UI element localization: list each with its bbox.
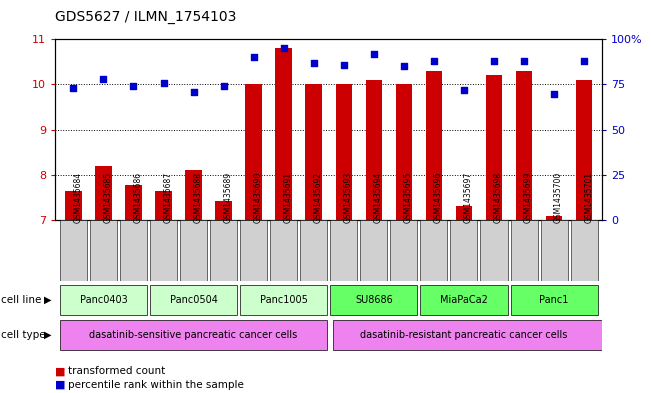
Point — [579, 58, 589, 64]
Point — [339, 61, 349, 68]
Bar — [366, 80, 382, 220]
FancyBboxPatch shape — [480, 220, 508, 281]
Text: GSM1435692: GSM1435692 — [314, 172, 323, 223]
FancyBboxPatch shape — [90, 220, 117, 281]
FancyBboxPatch shape — [330, 285, 417, 315]
FancyBboxPatch shape — [540, 220, 568, 281]
Point — [429, 58, 439, 64]
FancyBboxPatch shape — [450, 220, 477, 281]
FancyBboxPatch shape — [300, 220, 327, 281]
Text: GSM1435685: GSM1435685 — [104, 172, 113, 223]
Bar — [155, 191, 172, 220]
Bar — [486, 75, 503, 220]
Point — [549, 90, 559, 97]
Point — [188, 88, 199, 95]
Text: cell type: cell type — [1, 330, 46, 340]
Text: GDS5627 / ILMN_1754103: GDS5627 / ILMN_1754103 — [55, 10, 237, 24]
Text: ▶: ▶ — [44, 295, 52, 305]
Point — [249, 54, 259, 61]
Bar — [396, 84, 412, 220]
Bar — [335, 84, 352, 220]
FancyBboxPatch shape — [210, 220, 237, 281]
Bar — [576, 80, 592, 220]
Text: GSM1435698: GSM1435698 — [494, 172, 503, 223]
Bar — [245, 84, 262, 220]
FancyBboxPatch shape — [60, 220, 87, 281]
FancyBboxPatch shape — [240, 285, 327, 315]
Point — [218, 83, 229, 90]
Point — [489, 58, 499, 64]
FancyBboxPatch shape — [60, 320, 327, 350]
Text: Panc1005: Panc1005 — [260, 295, 308, 305]
Text: MiaPaCa2: MiaPaCa2 — [440, 295, 488, 305]
Point — [98, 76, 109, 82]
Point — [309, 60, 319, 66]
Point — [68, 85, 79, 91]
Text: GSM1435687: GSM1435687 — [163, 172, 173, 223]
Text: cell line: cell line — [1, 295, 42, 305]
Bar — [186, 171, 202, 220]
Text: GSM1435691: GSM1435691 — [284, 172, 293, 223]
FancyBboxPatch shape — [150, 285, 237, 315]
Bar — [546, 217, 562, 220]
FancyBboxPatch shape — [360, 220, 387, 281]
Text: GSM1435700: GSM1435700 — [554, 172, 563, 223]
Text: GSM1435688: GSM1435688 — [193, 172, 202, 223]
FancyBboxPatch shape — [150, 220, 177, 281]
Text: ■: ■ — [55, 366, 66, 376]
Text: GSM1435690: GSM1435690 — [254, 172, 262, 223]
Text: GSM1435694: GSM1435694 — [374, 172, 383, 223]
Point — [398, 63, 409, 70]
Text: transformed count: transformed count — [68, 366, 165, 376]
FancyBboxPatch shape — [510, 285, 598, 315]
Point — [128, 83, 139, 90]
Text: GSM1435697: GSM1435697 — [464, 172, 473, 223]
Text: SU8686: SU8686 — [355, 295, 393, 305]
FancyBboxPatch shape — [421, 220, 447, 281]
FancyBboxPatch shape — [180, 220, 207, 281]
Text: dasatinib-sensitive pancreatic cancer cells: dasatinib-sensitive pancreatic cancer ce… — [89, 330, 298, 340]
Text: GSM1435699: GSM1435699 — [524, 172, 533, 223]
Bar — [95, 166, 112, 220]
FancyBboxPatch shape — [240, 220, 267, 281]
Text: Panc0403: Panc0403 — [79, 295, 128, 305]
FancyBboxPatch shape — [571, 220, 598, 281]
Point — [519, 58, 529, 64]
Text: percentile rank within the sample: percentile rank within the sample — [68, 380, 244, 390]
FancyBboxPatch shape — [391, 220, 417, 281]
FancyBboxPatch shape — [333, 320, 614, 350]
Text: GSM1435693: GSM1435693 — [344, 172, 353, 223]
Bar — [426, 71, 442, 220]
FancyBboxPatch shape — [60, 285, 147, 315]
Bar — [456, 206, 472, 220]
FancyBboxPatch shape — [421, 285, 508, 315]
Text: GSM1435695: GSM1435695 — [404, 172, 413, 223]
Bar — [215, 201, 232, 220]
FancyBboxPatch shape — [330, 220, 357, 281]
Bar — [516, 71, 533, 220]
Bar — [125, 185, 142, 220]
Text: GSM1435684: GSM1435684 — [74, 172, 83, 223]
Point — [158, 79, 169, 86]
Text: ■: ■ — [55, 380, 66, 390]
Text: GSM1435689: GSM1435689 — [223, 172, 232, 223]
Bar — [305, 84, 322, 220]
Bar — [275, 48, 292, 220]
FancyBboxPatch shape — [270, 220, 298, 281]
Text: Panc0504: Panc0504 — [170, 295, 217, 305]
FancyBboxPatch shape — [510, 220, 538, 281]
Text: GSM1435696: GSM1435696 — [434, 172, 443, 223]
Bar — [65, 191, 81, 220]
Text: GSM1435701: GSM1435701 — [584, 172, 593, 223]
Text: Panc1: Panc1 — [540, 295, 569, 305]
Text: dasatinib-resistant pancreatic cancer cells: dasatinib-resistant pancreatic cancer ce… — [360, 330, 568, 340]
Text: ▶: ▶ — [44, 330, 52, 340]
Text: GSM1435686: GSM1435686 — [133, 172, 143, 223]
Point — [459, 87, 469, 93]
FancyBboxPatch shape — [120, 220, 147, 281]
Point — [279, 45, 289, 51]
Point — [368, 51, 379, 57]
